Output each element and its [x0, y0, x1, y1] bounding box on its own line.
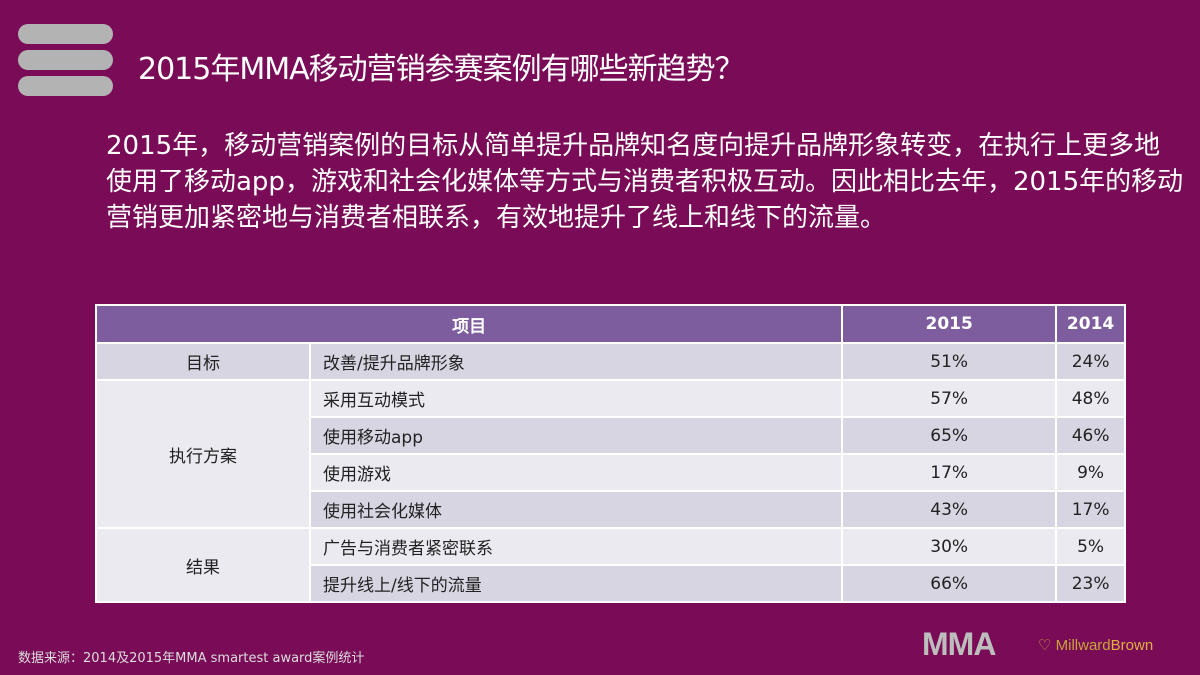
menu-bar-icon [18, 50, 113, 70]
value-cell: 51% [841, 342, 1058, 381]
value-cell: 65% [841, 416, 1058, 455]
mma-logo: MMA [922, 626, 996, 662]
value-cell: 17% [841, 453, 1058, 492]
logo-text: Brown [1110, 637, 1154, 654]
value-cell: 30% [841, 527, 1058, 566]
value-cell: 23% [1055, 564, 1126, 603]
header-2014: 2014 [1055, 304, 1126, 344]
group-label: 目标 [95, 342, 311, 381]
item-cell: 广告与消费者紧密联系 [308, 527, 844, 566]
table-row: 提升线上/线下的流量 66% 23% [96, 564, 1126, 603]
table-row: 结果 广告与消费者紧密联系 30% 5% [95, 527, 1126, 603]
millward-brown-logo: ♡ MillwardBrown [1038, 637, 1154, 654]
value-cell: 9% [1055, 453, 1126, 492]
group-label: 结果 [95, 527, 311, 603]
value-cell: 17% [1055, 490, 1126, 529]
item-cell: 使用移动app [308, 416, 844, 455]
page-title: 2015年MMA移动营销参赛案例有哪些新趋势？ [138, 52, 745, 87]
menu-bar-icon [18, 24, 113, 44]
logo-text: Millward [1055, 637, 1111, 654]
value-cell: 24% [1055, 342, 1126, 381]
table-row: 使用游戏 17% 9% [96, 453, 1126, 492]
source-note: 数据来源：2014及2015年MMA smartest award案例统计 [18, 651, 365, 666]
item-cell: 改善/提升品牌形象 [308, 342, 844, 381]
value-cell: 48% [1055, 379, 1126, 418]
value-cell: 66% [841, 564, 1058, 603]
item-cell: 采用互动模式 [308, 379, 844, 418]
table-row: 使用移动app 65% 46% [96, 416, 1126, 455]
item-cell: 使用社会化媒体 [308, 490, 844, 529]
table-row: 使用社会化媒体 43% 17% [96, 490, 1126, 529]
group-label: 执行方案 [95, 379, 311, 529]
summary-text: 2015年，移动营销案例的目标从简单提升品牌知名度向提升品牌形象转变，在执行上更… [106, 131, 1184, 233]
header-2015: 2015 [841, 304, 1058, 344]
value-cell: 57% [841, 379, 1058, 418]
header-item: 项目 [94, 304, 844, 344]
item-cell: 使用游戏 [308, 453, 844, 492]
table-row: 执行方案 采用互动模式 57% 48% [95, 379, 1126, 529]
value-cell: 46% [1055, 416, 1126, 455]
table-row: 目标 改善/提升品牌形象 51% 24% [95, 342, 1126, 381]
menu-bar-icon [18, 76, 113, 96]
value-cell: 5% [1055, 527, 1126, 566]
item-cell: 提升线上/线下的流量 [308, 564, 844, 603]
data-table: 项目 2015 2014 目标 改善/提升品牌形象 51% 24% 执行方案 采用互动模式 5… [94, 304, 1126, 603]
value-cell: 43% [841, 490, 1058, 529]
